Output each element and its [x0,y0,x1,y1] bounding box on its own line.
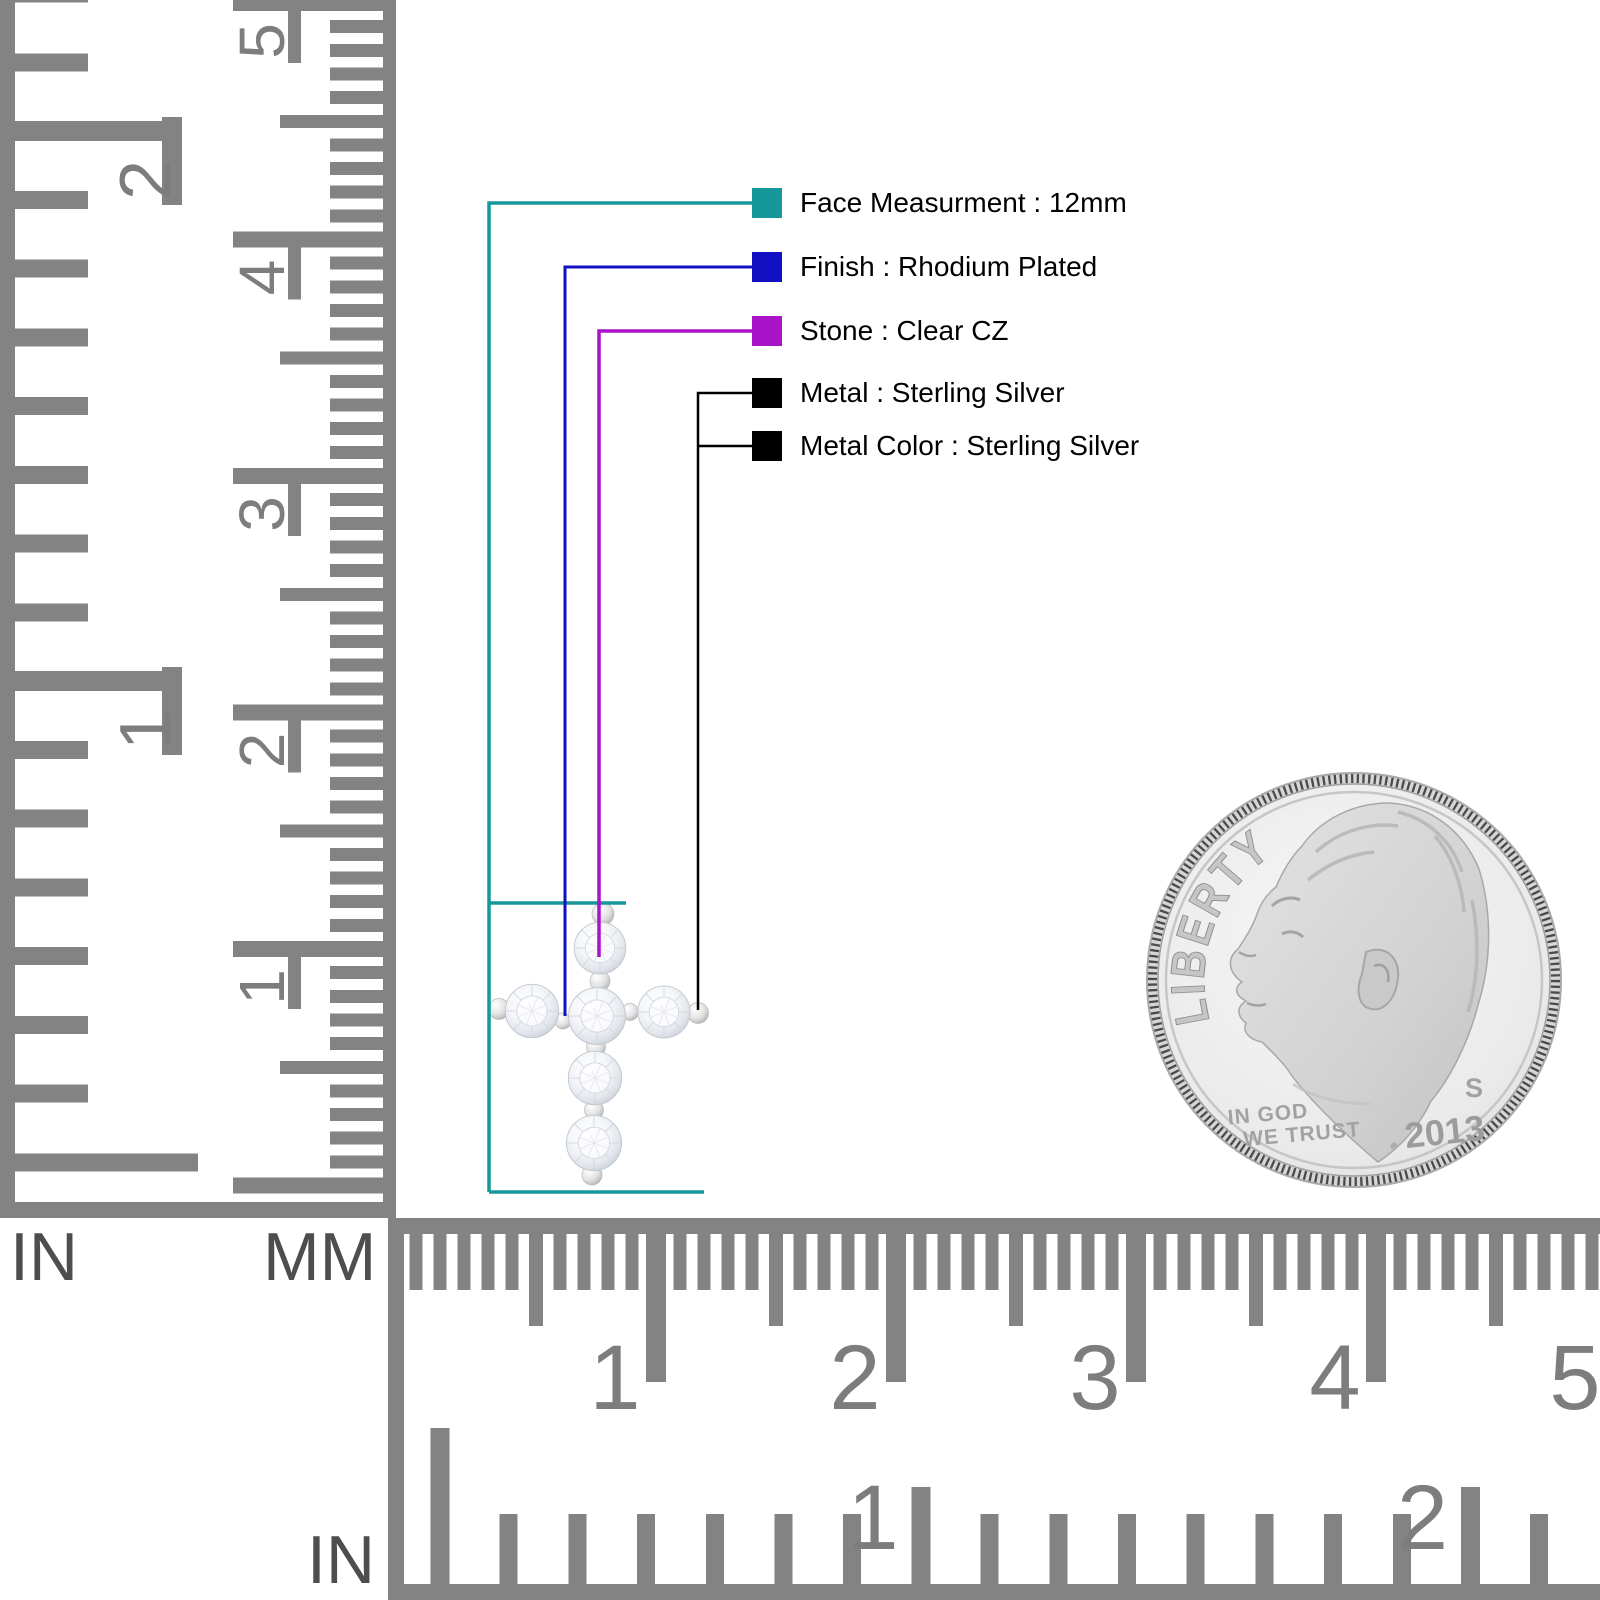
svg-text:5: 5 [226,23,298,59]
finish-label: Finish : Rhodium Plated [800,251,1098,282]
svg-text:1: 1 [226,969,298,1005]
svg-text:2: 2 [829,1327,880,1429]
svg-text:4: 4 [1309,1327,1360,1429]
metal-label: Metal : Sterling Silver [800,377,1065,408]
vertical-ruler-mm-label: MM [263,1219,376,1295]
horizontal-ruler: 1 2 3 4 5 1 2 [388,1218,1600,1600]
face-measurement-label: Face Measurment : 12mm [800,187,1127,218]
svg-text:1: 1 [589,1327,640,1429]
stone-label: Stone : Clear CZ [800,315,1009,346]
svg-text:2: 2 [1397,1467,1448,1569]
callout-stone: Stone : Clear CZ [752,316,1009,346]
vertical-ruler-in-label: IN [10,1219,78,1295]
finish-swatch [752,252,782,282]
roosevelt-profile [1229,802,1490,1163]
callout-connector-lines [487,201,756,1194]
dime-coin: LIBERTY IN GOD WE TRUST 2013 S [1146,772,1562,1188]
svg-text:3: 3 [1069,1327,1120,1429]
metal-swatch [752,378,782,408]
coin-year: 2013 [1403,1107,1487,1156]
face-measurement-swatch [752,188,782,218]
callout-finish: Finish : Rhodium Plated [752,252,1097,282]
svg-text:2: 2 [226,733,298,769]
svg-text:1: 1 [847,1467,898,1569]
stone-swatch [752,316,782,346]
callout-face-measurement: Face Measurment : 12mm [752,188,1127,218]
ear [1357,948,1400,1011]
coin-reeded-rim [1148,774,1560,1186]
svg-text:4: 4 [226,260,298,296]
svg-text:2: 2 [106,160,186,200]
svg-text:3: 3 [226,496,298,532]
metal-color-swatch [752,431,782,461]
vertical-ruler: 2 1 5 4 3 2 1 [0,0,396,1218]
callout-metal-color: Metal Color : Sterling Silver [752,431,1139,461]
svg-text:5: 5 [1549,1327,1600,1429]
horizontal-ruler-in-label: IN [307,1522,375,1598]
coin-mint-mark: S [1465,1073,1483,1103]
callout-metal: Metal : Sterling Silver [752,378,1065,408]
designer-initials-mark [1390,1142,1398,1150]
svg-text:1: 1 [106,710,186,750]
metal-color-label: Metal Color : Sterling Silver [800,430,1140,461]
